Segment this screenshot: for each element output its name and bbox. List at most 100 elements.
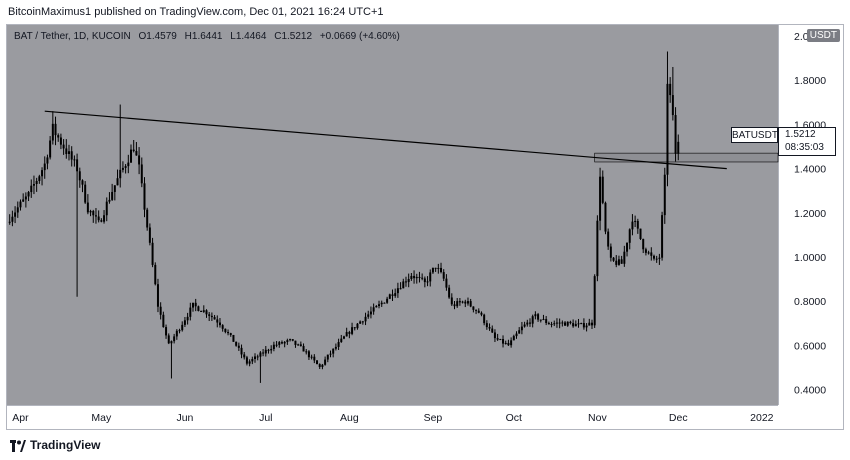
candle-body: [251, 359, 254, 362]
candle-body: [386, 298, 389, 303]
y-tick-label: 0.4000: [794, 385, 826, 397]
candle-body: [394, 293, 397, 296]
candle-body: [240, 347, 243, 355]
candle-body: [456, 301, 459, 307]
candle-body: [399, 288, 402, 290]
candle-body: [337, 342, 340, 347]
candle-body: [78, 171, 81, 181]
candle-body: [596, 220, 599, 277]
high-label: H: [184, 31, 192, 42]
x-tick-label: Dec: [669, 412, 688, 424]
candle-body: [192, 302, 195, 308]
candle-body: [245, 357, 248, 364]
candle-body: [558, 322, 561, 324]
candle-body: [208, 314, 211, 316]
candle-body: [628, 229, 631, 243]
candle-body: [626, 242, 629, 252]
candle-body: [421, 277, 424, 279]
price-axis[interactable]: [778, 25, 843, 405]
open-label: O: [138, 31, 147, 42]
candle-body: [644, 249, 647, 253]
candle-body: [407, 278, 410, 283]
candle-body: [348, 332, 351, 334]
countdown-timer: 08:35:03: [785, 142, 824, 153]
candle-body: [461, 301, 464, 303]
x-tick-label: Apr: [12, 412, 29, 424]
candle-body: [148, 227, 151, 243]
candle-body: [324, 359, 327, 365]
change-value: +0.0669 (+4.60%): [319, 31, 400, 42]
candle-body: [81, 180, 84, 185]
candle-body: [54, 123, 57, 136]
candle-body: [572, 323, 575, 327]
plot-area[interactable]: [7, 25, 778, 405]
candle-body: [612, 257, 615, 261]
candle-body: [146, 209, 149, 228]
candle-body: [345, 332, 348, 337]
symbol-title[interactable]: BAT / Tether, 1D, KUCOIN: [14, 31, 131, 42]
candle-body: [140, 164, 143, 184]
candle-body: [574, 324, 577, 327]
candle-body: [615, 260, 618, 265]
candle-body: [550, 323, 553, 325]
candle-body: [138, 155, 141, 165]
candle-body: [202, 310, 205, 312]
candle-body: [663, 174, 666, 216]
candle-body: [520, 326, 523, 331]
candle-body: [205, 310, 208, 315]
candle-body: [213, 317, 216, 320]
candle-body: [674, 115, 677, 154]
candle-body: [332, 348, 335, 354]
candle-body: [553, 323, 556, 325]
candle-body: [103, 215, 106, 222]
candle-body: [442, 272, 445, 279]
candle-body: [181, 324, 184, 331]
candle-body: [523, 324, 526, 327]
candle-body: [493, 332, 496, 339]
y-tick-label: 1.4000: [794, 164, 826, 176]
candle-body: [229, 333, 232, 335]
candle-body: [165, 327, 168, 336]
candle-body: [383, 302, 386, 304]
candle-body: [224, 328, 227, 333]
candle-body: [59, 137, 62, 145]
candle-body: [410, 275, 413, 279]
candle-body: [32, 184, 35, 186]
candle-body: [372, 307, 375, 312]
candle-body: [183, 320, 186, 325]
candle-body: [426, 281, 429, 283]
candle-body: [604, 202, 607, 232]
candle-body: [477, 310, 480, 313]
candle-body: [480, 312, 483, 315]
symbol-price-tag: BATUSDT: [731, 127, 778, 143]
candle-body: [607, 231, 610, 247]
candle-body: [415, 276, 418, 279]
candle-body: [259, 352, 262, 357]
high-value: 1.6441: [191, 31, 223, 42]
candle-body: [178, 330, 181, 332]
candle-body: [310, 356, 313, 358]
candle-body: [68, 151, 71, 154]
candle-body: [367, 314, 370, 317]
candle-body: [661, 215, 664, 258]
candle-body: [116, 178, 119, 186]
candle-body: [143, 183, 146, 210]
x-tick-label: 2022: [750, 412, 774, 424]
time-axis[interactable]: [7, 405, 778, 429]
candle-body: [280, 342, 283, 344]
candle-body: [19, 201, 22, 208]
candle-body: [227, 332, 230, 334]
candle-body: [518, 330, 521, 334]
tradingview-footer[interactable]: TradingView: [10, 438, 100, 452]
candle-body: [256, 356, 259, 358]
candle-body: [267, 349, 270, 351]
candle-body: [305, 351, 308, 353]
candle-body: [580, 323, 583, 325]
candle-body: [189, 307, 192, 317]
candle-body: [396, 288, 399, 294]
currency-badge[interactable]: USDT: [806, 29, 840, 42]
candle-body: [423, 278, 426, 283]
candle-body: [593, 276, 596, 326]
candle-body: [445, 278, 448, 288]
